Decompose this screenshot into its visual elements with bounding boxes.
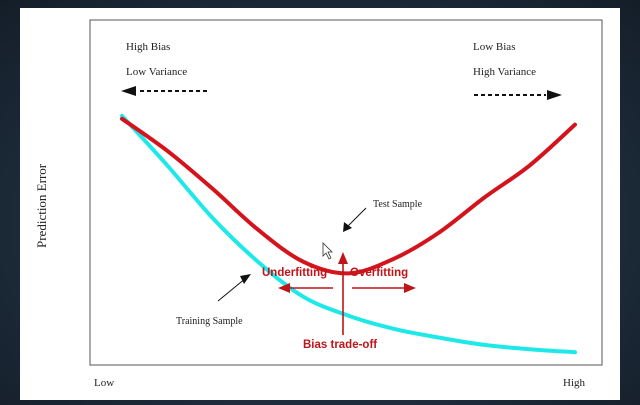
right-dashed-arrow [474,90,562,100]
overfitting-label: Overfitting [350,267,408,279]
test-sample-pointer [343,207,367,232]
x-tick-label-low: Low [94,377,114,389]
high-variance-label: High Variance [473,66,536,78]
y-axis-label: Prediction Error [34,163,49,248]
plot-area [89,19,603,366]
training-sample-pointer [217,274,251,302]
training-sample-label: Training Sample [176,316,243,327]
left-dashed-arrow [121,86,208,96]
series-line-training-sample [120,113,577,355]
test-sample-label: Test Sample [373,199,423,210]
series-line-test-sample [120,116,577,276]
high-bias-label: High Bias [126,41,170,53]
underfitting-arrow [278,283,333,293]
low-bias-label: Low Bias [473,41,515,53]
x-tick-label-high: High [563,377,586,389]
low-variance-label: Low Variance [126,66,187,78]
overfitting-arrow [352,283,416,293]
underfitting-label: Underfitting [262,267,327,279]
bias-tradeoff-label: Bias trade-off [303,339,377,351]
tradeoff-arrow [338,252,348,335]
slide [20,8,620,400]
cursor-icon [322,242,333,260]
